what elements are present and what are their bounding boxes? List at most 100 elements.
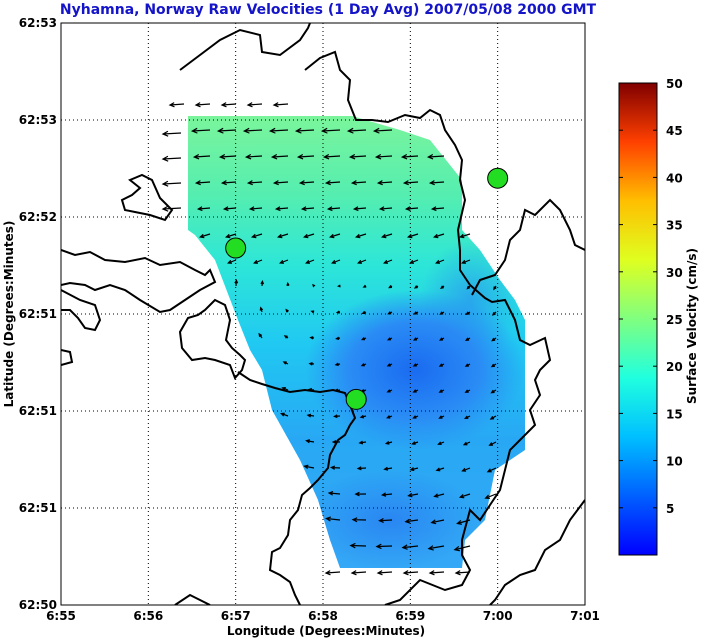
x-tick-label: 6:58 [308,609,338,623]
velocity-arrow [465,337,471,341]
colorbar-tick-label: 30 [666,266,683,280]
colorbar-tick-label: 50 [666,77,683,91]
velocity-arrow [456,519,471,525]
velocity-arrow [490,363,497,368]
velocity-arrow [462,441,471,446]
colorbar-tick-labels: 5 10 15 20 25 30 35 40 45 50 [619,77,683,516]
velocity-arrow [216,127,237,134]
velocity-arrow [466,285,471,290]
velocity-arrow [294,127,315,134]
y-tick-label: 62:50 [19,598,57,612]
velocity-arrow [300,206,315,212]
velocity-arrow [327,490,341,496]
velocity-arrow [433,493,445,498]
velocity-arrow [458,493,471,499]
velocity-arrow [401,544,419,550]
velocity-arrow [279,259,289,264]
velocity-arrow [244,153,263,160]
velocity-arrow [380,233,393,239]
velocity-arrow [386,415,393,419]
colorbar-tick-label: 10 [666,455,683,469]
velocity-arrows [161,102,497,576]
velocity-arrow [259,306,264,313]
velocity-arrow [386,337,393,341]
x-tick-labels: 6:55 6:56 6:57 6:58 6:59 7:00 7:01 [46,609,600,623]
coastline [61,23,585,605]
velocity-arrow [374,153,393,160]
velocity-arrow [464,389,471,393]
velocity-arrow [242,127,263,134]
velocity-arrow [270,153,289,160]
velocity-arrow [400,153,419,160]
velocity-arrow [250,233,263,239]
velocity-arrow [438,389,445,393]
y-axis-label: Latitude (Degrees:Minutes) [2,221,16,408]
velocity-arrow [412,415,419,419]
velocity-arrow [430,206,445,212]
velocity-arrow [351,517,367,523]
velocity-arrow [224,233,237,239]
x-tick-label: 7:01 [570,609,600,623]
velocity-arrow [309,336,315,340]
velocity-arrow [161,180,182,187]
velocity-arrow [411,441,419,445]
velocity-arrow [386,363,393,367]
velocity-arrow [453,545,471,552]
velocity-arrow [330,465,341,470]
velocity-arrow [308,362,315,366]
velocity-arrow [432,233,445,239]
velocity-arrow [222,206,237,212]
velocity-arrow [360,337,367,341]
velocity-arrow [305,439,315,444]
y-tick-label: 62:53 [19,16,57,30]
velocity-arrow [412,363,419,367]
velocity-arrow [349,542,367,549]
velocity-arrow [402,180,419,186]
velocity-arrow [218,153,237,160]
velocity-arrow [161,205,182,212]
velocity-arrow [346,127,367,134]
velocity-arrow [324,180,341,186]
velocity-arrow [192,153,211,160]
velocity-arrow [328,233,341,239]
velocity-arrow [490,389,497,394]
velocity-arrow [354,491,367,497]
colorbar-tick-label: 15 [666,407,683,421]
velocity-arrow [461,467,471,472]
velocity-arrow [409,467,419,472]
velocity-arrow [253,259,263,264]
y-tick-label: 62:51 [19,501,57,515]
velocity-arrow [280,412,289,417]
velocity-arrow [435,259,445,264]
velocity-arrow [190,127,211,134]
velocity-arrow [337,284,341,288]
velocity-arrow [326,206,341,212]
velocity-arrow [428,570,445,576]
velocity-arrow [310,310,315,314]
velocity-arrow [168,102,185,108]
velocity-arrow [298,180,315,186]
velocity-arrow [285,308,289,313]
velocity-arrow [220,102,237,108]
velocity-arrow [260,279,265,287]
velocity-arrow [386,389,393,393]
velocity-arrow [438,363,445,367]
colorbar-tick-label: 40 [666,171,683,185]
velocity-arrow [412,389,419,393]
velocity-arrow [272,180,289,186]
velocity-arrow [276,233,289,239]
velocity-arrow [383,259,393,264]
velocity-arrow [438,337,445,341]
x-tick-label: 6:57 [221,609,251,623]
velocity-arrow [438,415,445,419]
velocity-arrow [488,441,497,446]
velocity-arrow [220,180,237,186]
x-tick-label: 6:56 [133,609,163,623]
velocity-arrow [322,153,341,160]
velocity-arrow [461,259,471,264]
velocity-arrow [161,155,182,162]
velocity-arrow [465,311,471,316]
y-tick-label: 62:53 [19,113,57,127]
velocity-arrow [333,388,341,393]
